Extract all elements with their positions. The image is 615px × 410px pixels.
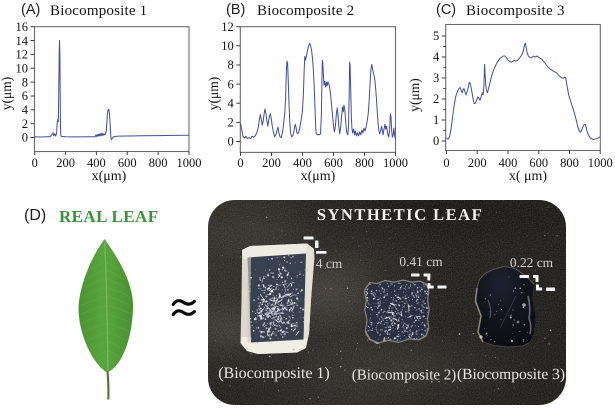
- svg-text:4: 4: [433, 50, 440, 64]
- svg-text:y(μm): y(μm): [407, 78, 422, 111]
- svg-text:Biocomposite 1: Biocomposite 1: [50, 3, 147, 19]
- svg-text:600: 600: [324, 156, 343, 170]
- svg-text:200: 200: [262, 156, 281, 170]
- svg-text:0.41 cm: 0.41 cm: [399, 254, 443, 269]
- svg-text:2: 2: [433, 92, 439, 106]
- svg-text:800: 800: [355, 156, 374, 170]
- svg-text:y(μm): y(μm): [206, 77, 221, 110]
- svg-text:y(μm): y(μm): [0, 77, 14, 110]
- svg-text:0.22 cm: 0.22 cm: [510, 255, 554, 270]
- svg-text:4: 4: [228, 96, 235, 110]
- svg-text:400: 400: [499, 156, 518, 170]
- svg-text:Biocomposite 2: Biocomposite 2: [257, 3, 354, 19]
- svg-text:(C): (C): [436, 2, 456, 18]
- svg-text:1000: 1000: [177, 156, 202, 170]
- svg-text:16: 16: [16, 20, 29, 34]
- svg-text:600: 600: [529, 156, 548, 170]
- svg-text:SYNTHETIC LEAF: SYNTHETIC LEAF: [317, 205, 483, 224]
- svg-text:1000: 1000: [383, 156, 408, 170]
- svg-text:6: 6: [228, 77, 234, 91]
- svg-text:0: 0: [433, 134, 439, 148]
- svg-text:2: 2: [22, 117, 28, 131]
- svg-text:4: 4: [22, 103, 29, 117]
- svg-text:800: 800: [560, 156, 579, 170]
- svg-text:5: 5: [433, 29, 439, 43]
- svg-text:200: 200: [56, 156, 75, 170]
- svg-text:10: 10: [221, 39, 234, 53]
- svg-text:8: 8: [228, 58, 234, 72]
- svg-text:2: 2: [228, 116, 234, 130]
- svg-text:200: 200: [468, 156, 487, 170]
- svg-text:x(μm): x(μm): [301, 169, 336, 184]
- svg-text:x( μm): x( μm): [509, 169, 548, 184]
- svg-text:1: 1: [433, 113, 439, 127]
- svg-text:(Biocomposite 3): (Biocomposite 3): [457, 366, 565, 383]
- svg-text:400: 400: [87, 156, 106, 170]
- svg-text:4 cm: 4 cm: [316, 256, 343, 271]
- svg-text:(Biocomposite 1): (Biocomposite 1): [218, 365, 330, 382]
- svg-text:14: 14: [16, 34, 29, 48]
- svg-text:x(μm): x(μm): [92, 169, 127, 184]
- svg-text:(A): (A): [21, 2, 40, 18]
- svg-text:3: 3: [433, 71, 439, 85]
- svg-text:12: 12: [221, 20, 234, 34]
- svg-text:400: 400: [293, 156, 312, 170]
- svg-text:(Biocomposite 2): (Biocomposite 2): [352, 368, 457, 384]
- svg-text:0: 0: [22, 131, 28, 145]
- svg-text:10: 10: [16, 62, 29, 76]
- svg-text:(B): (B): [226, 2, 245, 18]
- svg-text:Biocomposite 3: Biocomposite 3: [466, 3, 565, 19]
- svg-text:8: 8: [22, 75, 28, 89]
- svg-text:6: 6: [22, 89, 28, 103]
- svg-text:600: 600: [118, 156, 137, 170]
- svg-text:0: 0: [32, 156, 38, 170]
- svg-text:12: 12: [16, 48, 29, 62]
- svg-text:0: 0: [443, 156, 449, 170]
- svg-text:800: 800: [149, 156, 168, 170]
- svg-text:0: 0: [237, 156, 243, 170]
- svg-text:1000: 1000: [588, 156, 613, 170]
- svg-text:0: 0: [228, 135, 234, 149]
